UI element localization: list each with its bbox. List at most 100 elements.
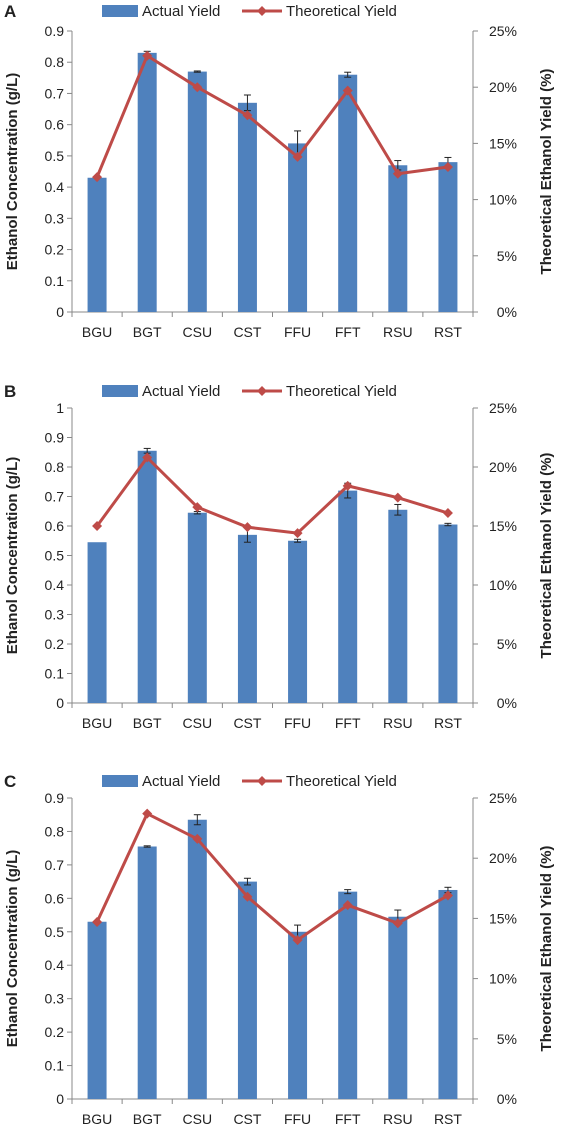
y2-tick-label: 0% (497, 1091, 517, 1107)
y-tick-label: 0 (56, 1091, 64, 1107)
y-tick-label: 0.6 (45, 518, 65, 534)
y-tick-label: 0.1 (45, 273, 65, 289)
x-tick-label: FFT (335, 715, 361, 731)
line-point-rsu (392, 492, 403, 503)
line-point-cst (242, 891, 253, 902)
y2-axis-title: Theoretical Ethanol Yield (%) (538, 846, 555, 1052)
y2-tick-label: 10% (489, 577, 517, 593)
y-tick-label: 0.5 (45, 148, 65, 164)
y-tick-label: 0.5 (45, 548, 65, 564)
panel-label: B (4, 382, 16, 401)
line-point-fft (342, 480, 353, 491)
y-tick-label: 0.8 (45, 54, 65, 70)
y2-tick-label: 20% (489, 459, 517, 475)
bar-rst (438, 889, 458, 1099)
bar-rsu (388, 165, 408, 312)
line-point-csu (192, 502, 203, 513)
line-point-rst (442, 508, 453, 519)
x-tick-label: BGT (133, 715, 162, 731)
y-tick-label: 0.9 (45, 790, 65, 806)
panel-label: C (4, 772, 16, 791)
y-tick-label: 0.6 (45, 117, 65, 133)
bar-rsu (388, 916, 408, 1099)
y-tick-label: 0.1 (45, 666, 65, 682)
line-point-bgu (92, 172, 103, 183)
theoretical-yield-line (95, 812, 449, 942)
line-point-cst (242, 522, 253, 533)
legend-label-theoretical: Theoretical Yield (286, 383, 397, 400)
y-tick-label: 0.4 (45, 577, 65, 593)
bar-csu (187, 71, 207, 312)
line-point-bgt (142, 808, 153, 819)
x-tick-label: BGU (82, 1111, 112, 1127)
y2-tick-label: 25% (489, 23, 517, 39)
x-tick-label: RST (434, 1111, 462, 1127)
y2-tick-label: 10% (489, 192, 517, 208)
x-tick-label: CSU (183, 324, 213, 340)
legend-swatch-actual (102, 775, 138, 787)
legend-marker-theoretical (257, 776, 267, 786)
x-tick-label: RSU (383, 324, 413, 340)
y-tick-label: 0 (56, 695, 64, 711)
y-tick-label: 0.2 (45, 242, 65, 258)
bar-csu (187, 819, 207, 1099)
theoretical-yield-line (95, 54, 449, 178)
line-point-bgt (142, 452, 153, 463)
y2-tick-label: 0% (497, 695, 517, 711)
x-tick-label: RSU (383, 715, 413, 731)
bar-csu (187, 512, 207, 703)
legend: Actual Yield Theoretical Yield (102, 773, 397, 790)
x-tick-label: CSU (183, 1111, 213, 1127)
legend-label-actual: Actual Yield (142, 383, 220, 400)
x-tick-label: BGT (133, 324, 162, 340)
legend-swatch-actual (102, 385, 138, 397)
x-tick-label: CST (233, 324, 261, 340)
bar-ffu (288, 540, 308, 703)
y-tick-label: 0.6 (45, 890, 65, 906)
y2-tick-label: 5% (497, 636, 517, 652)
panel-label: A (4, 2, 16, 21)
bar-bgu (87, 177, 107, 312)
y-tick-label: 0.3 (45, 991, 65, 1007)
y-tick-label: 0.7 (45, 489, 65, 505)
bar-rst (438, 162, 458, 312)
y-tick-label: 0.9 (45, 430, 65, 446)
chart-panel-c: C 0 0.1 0.2 0.3 0.4 0.5 0.6 0.7 0.8 0.9 0% 5% 10% 15% 2… (4, 772, 555, 1127)
theoretical-yield-line (95, 456, 449, 535)
x-tick-label: FFU (284, 715, 311, 731)
y-tick-label: 0.3 (45, 210, 65, 226)
legend-label-actual: Actual Yield (142, 3, 220, 20)
bar-cst (237, 881, 257, 1099)
y2-tick-label: 25% (489, 790, 517, 806)
legend-label-theoretical: Theoretical Yield (286, 773, 397, 790)
bar-cst (237, 102, 257, 312)
y-axis-title: Ethanol Concentration (g/L) (4, 73, 21, 270)
line-point-rst (442, 162, 453, 173)
x-tick-label: FFT (335, 324, 361, 340)
y-tick-label: 0.7 (45, 85, 65, 101)
legend-label-theoretical: Theoretical Yield (286, 3, 397, 20)
line-point-bgt (142, 50, 153, 61)
bar-bgt (137, 846, 157, 1099)
bar-bgu (87, 921, 107, 1099)
x-tick-label: CST (233, 1111, 261, 1127)
legend-marker-theoretical (257, 6, 267, 16)
legend: Actual Yield Theoretical Yield (102, 383, 397, 400)
bar-rst (438, 524, 458, 703)
bar-ffu (288, 143, 308, 312)
bar-bgu (87, 542, 107, 703)
line-point-rsu (392, 918, 403, 929)
line-point-csu (192, 833, 203, 844)
y2-axis-title: Theoretical Ethanol Yield (%) (538, 453, 555, 659)
line-point-bgu (92, 521, 103, 531)
bar-fft (338, 891, 358, 1099)
x-tick-label: FFT (335, 1111, 361, 1127)
chart-panel-a: A 0 0.1 0.2 0.3 0.4 0.5 0.6 0.7 0.8 0.9 0% 5% 10% 15% 2… (4, 2, 555, 340)
y-axis-title: Ethanol Concentration (g/L) (4, 457, 21, 654)
line-point-fft (342, 900, 353, 911)
y-axis-title: Ethanol Concentration (g/L) (4, 850, 21, 1047)
bar-bgt (137, 52, 157, 312)
x-tick-label: BGU (82, 324, 112, 340)
bar-bgt (137, 450, 157, 703)
line-point-rst (442, 890, 453, 901)
